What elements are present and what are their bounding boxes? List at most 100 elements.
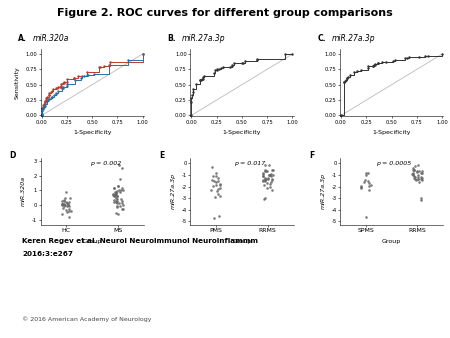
Point xyxy=(367,182,374,187)
Text: Keren Regev et al. Neurol Neuroimmunol Neuroinflammm: Keren Regev et al. Neurol Neuroimmunol N… xyxy=(22,238,258,244)
Point xyxy=(267,171,274,177)
Point xyxy=(415,179,423,185)
Point xyxy=(269,176,276,181)
Point xyxy=(361,177,368,183)
Point xyxy=(414,172,421,177)
Point xyxy=(266,182,273,187)
Point xyxy=(259,173,266,179)
Point xyxy=(266,184,274,189)
X-axis label: 1-Specificity: 1-Specificity xyxy=(223,130,261,135)
Point xyxy=(414,169,421,175)
Point xyxy=(362,172,369,178)
Point xyxy=(112,210,120,216)
Y-axis label: miR.320a: miR.320a xyxy=(21,176,26,206)
Y-axis label: miR.27a.3p: miR.27a.3p xyxy=(171,173,176,209)
Text: D: D xyxy=(9,151,16,160)
Point xyxy=(419,176,426,181)
Point xyxy=(261,176,269,182)
Point xyxy=(260,197,267,202)
Point xyxy=(62,199,69,205)
Point xyxy=(112,190,120,195)
Point xyxy=(111,192,118,197)
Point xyxy=(418,168,425,173)
Point xyxy=(410,171,417,176)
Point xyxy=(357,186,364,191)
Point xyxy=(211,215,218,220)
Point xyxy=(265,176,272,181)
Y-axis label: miR.27a.3p: miR.27a.3p xyxy=(321,173,326,209)
Point xyxy=(411,163,418,169)
Point xyxy=(263,168,270,174)
Point xyxy=(268,168,275,173)
Point xyxy=(262,176,270,182)
X-axis label: Group: Group xyxy=(232,239,252,244)
Point xyxy=(410,170,417,176)
Point xyxy=(263,168,270,173)
Point xyxy=(112,189,120,194)
Point xyxy=(261,167,268,173)
Point xyxy=(261,195,269,201)
Point xyxy=(112,193,119,198)
Point xyxy=(111,197,118,203)
Point xyxy=(114,189,121,194)
Point xyxy=(117,203,124,209)
Point xyxy=(417,170,424,176)
Point xyxy=(261,169,269,174)
Point xyxy=(410,167,418,173)
Point xyxy=(269,168,276,173)
Text: F: F xyxy=(309,151,314,160)
Point xyxy=(58,201,65,206)
Point xyxy=(269,177,276,183)
Point xyxy=(260,179,267,184)
Point xyxy=(213,188,220,193)
Point xyxy=(410,172,417,177)
Point xyxy=(62,207,69,213)
Point xyxy=(266,172,274,178)
Point xyxy=(268,187,275,192)
Point xyxy=(409,168,416,173)
Point xyxy=(411,176,418,182)
Point xyxy=(411,167,418,173)
Point xyxy=(417,174,424,180)
Point xyxy=(263,185,270,191)
Point xyxy=(409,171,416,176)
Point xyxy=(119,199,126,204)
Point xyxy=(113,204,120,210)
X-axis label: 1-Specificity: 1-Specificity xyxy=(372,130,411,135)
Point xyxy=(414,162,421,167)
Point xyxy=(216,182,224,187)
Point xyxy=(208,177,216,183)
Point xyxy=(67,208,74,213)
Point xyxy=(62,189,69,195)
Point xyxy=(365,180,373,186)
Point xyxy=(63,203,70,209)
Point xyxy=(64,202,72,208)
Point xyxy=(58,212,65,217)
Text: p = 0.017: p = 0.017 xyxy=(234,161,265,166)
Text: miR.320a: miR.320a xyxy=(32,34,68,43)
Point xyxy=(113,203,120,209)
Point xyxy=(261,175,269,181)
Point xyxy=(259,177,266,182)
Point xyxy=(65,201,72,207)
Point xyxy=(414,176,422,182)
Point xyxy=(209,174,216,179)
Point xyxy=(114,201,121,206)
Point xyxy=(417,195,424,201)
Point xyxy=(62,196,69,201)
Text: C.: C. xyxy=(317,34,326,43)
Point xyxy=(109,191,117,197)
Point xyxy=(265,172,272,178)
Point xyxy=(410,166,417,171)
Point xyxy=(115,212,122,217)
Point xyxy=(418,170,425,175)
Point xyxy=(119,185,126,191)
Point xyxy=(112,189,119,195)
Point xyxy=(61,201,68,206)
Point xyxy=(216,193,223,198)
Point xyxy=(266,173,273,178)
Point xyxy=(116,187,123,192)
Point xyxy=(217,186,224,191)
Point xyxy=(110,192,117,198)
Point xyxy=(260,173,267,178)
